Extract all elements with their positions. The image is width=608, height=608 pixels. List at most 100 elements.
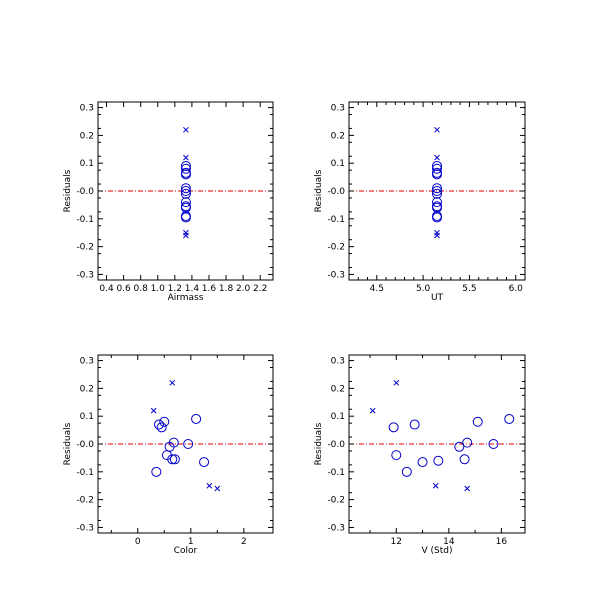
- data-point-cross: [169, 379, 176, 386]
- data-point-cross: [393, 379, 400, 386]
- y-axis-label: Residuals: [314, 169, 324, 212]
- y-tick-label: -0.1: [327, 215, 345, 225]
- x-tick-label: 5.0: [416, 284, 431, 294]
- x-tick-label: 6.0: [509, 284, 524, 294]
- data-point-circle: [159, 416, 170, 427]
- y-tick-label: -0.0: [76, 440, 94, 450]
- data-point-circle: [454, 441, 465, 452]
- data-point-circle: [459, 454, 470, 465]
- y-tick-label: -0.1: [76, 215, 94, 225]
- y-tick-label: 0.3: [331, 357, 345, 367]
- data-point-circle: [462, 437, 473, 448]
- x-axis-label: Airmass: [168, 293, 204, 303]
- data-point-cross: [432, 482, 439, 489]
- x-tick-label: 0.6: [116, 284, 131, 294]
- x-axis-label: Color: [174, 546, 198, 556]
- data-point-circle: [432, 183, 442, 194]
- data-point-circle: [488, 439, 499, 449]
- data-point-circle: [391, 450, 402, 461]
- data-point-circle: [432, 163, 442, 174]
- y-tick-label: -0.0: [327, 187, 345, 197]
- panel-2: -0.3 -0.2 -0.1 -0.0 0.1 0.2 0.3 4.5 5.0 5.5 6.0 UT R…: [314, 101, 526, 303]
- x-tick-label: 1.6: [202, 284, 217, 294]
- x-tick-label: 2.2: [253, 284, 267, 294]
- y-tick-label: 0.3: [331, 104, 345, 114]
- y-tick-label: -0.3: [76, 270, 94, 280]
- data-point-circle: [432, 160, 442, 171]
- y-tick-label: -0.2: [76, 496, 94, 506]
- data-point-circle: [432, 188, 442, 199]
- panel-4: -0.3 -0.2 -0.1 -0.0 0.1 0.2 0.3 12 14 16 V (Std) Re…: [314, 354, 526, 556]
- data-point-circle: [169, 454, 180, 465]
- y-tick-label: 0.3: [80, 104, 94, 114]
- data-point-circle: [180, 186, 191, 196]
- data-point-cross: [183, 232, 189, 239]
- data-point-circle: [180, 212, 191, 223]
- data-point-cross: [206, 482, 213, 489]
- data-point-circle: [180, 183, 191, 194]
- data-point-circle: [417, 457, 428, 468]
- x-tick-label: 0.4: [99, 284, 114, 294]
- data-point-circle: [153, 419, 164, 430]
- data-point-circle: [388, 422, 399, 433]
- x-axis-label: UT: [431, 293, 444, 303]
- y-tick-label: 0.3: [80, 357, 94, 367]
- data-point-circle: [180, 188, 191, 199]
- data-point-circle: [180, 202, 191, 213]
- y-tick-label: -0.3: [327, 523, 345, 533]
- data-point-circle: [432, 169, 442, 180]
- y-axis-label: Residuals: [63, 169, 73, 212]
- x-tick-label: 16: [496, 537, 508, 547]
- data-point-circle: [180, 197, 191, 208]
- y-tick-label: -0.0: [327, 440, 345, 450]
- x-tick-label: 2: [241, 537, 247, 547]
- data-point-circle: [180, 163, 191, 174]
- data-point-circle: [156, 422, 167, 433]
- x-tick-label: 2.0: [236, 284, 251, 294]
- y-tick-label: -0.1: [76, 468, 94, 478]
- data-point-cross: [183, 126, 189, 133]
- data-point-circle: [432, 212, 442, 223]
- y-tick-label: -0.2: [76, 243, 94, 253]
- y-tick-label: 0.1: [80, 412, 94, 422]
- y-tick-label: -0.2: [327, 243, 345, 253]
- data-point-cross: [369, 407, 376, 414]
- x-tick-label: 4.5: [370, 284, 384, 294]
- x-tick-label: 5.5: [462, 284, 476, 294]
- x-tick-label: 1: [188, 537, 194, 547]
- x-tick-label: 14: [443, 537, 455, 547]
- data-point-circle: [191, 413, 202, 424]
- x-tick-label: 1.2: [168, 284, 182, 294]
- y-axis-label: Residuals: [314, 422, 324, 465]
- data-point-cross: [464, 485, 471, 492]
- panel-3: -0.3 -0.2 -0.1 -0.0 0.1 0.2 0.3 0 1 2 Color Residua…: [63, 354, 274, 556]
- x-tick-label: 0.8: [134, 284, 149, 294]
- y-tick-label: 0.2: [331, 131, 345, 141]
- y-tick-label: -0.3: [327, 270, 345, 280]
- data-point-cross: [183, 154, 189, 161]
- x-tick-label: 12: [391, 537, 402, 547]
- y-tick-label: 0.1: [331, 159, 345, 169]
- data-point-cross: [434, 126, 440, 133]
- data-point-circle: [472, 416, 483, 427]
- data-point-circle: [151, 466, 162, 477]
- data-point-cross: [434, 232, 440, 239]
- data-point-cross: [183, 229, 189, 236]
- x-axis-label: V (Std): [422, 546, 453, 556]
- y-tick-label: -0.3: [76, 523, 94, 533]
- data-point-circle: [199, 457, 210, 468]
- data-point-cross: [150, 407, 157, 414]
- data-point-circle: [504, 413, 515, 424]
- y-tick-label: 0.1: [331, 412, 345, 422]
- data-point-circle: [401, 466, 412, 477]
- y-tick-label: -0.0: [76, 187, 94, 197]
- y-tick-label: 0.2: [331, 384, 345, 394]
- y-axis-label: Residuals: [63, 422, 73, 465]
- y-tick-label: -0.2: [327, 496, 345, 506]
- data-point-circle: [168, 437, 179, 448]
- y-tick-label: -0.1: [327, 468, 345, 478]
- data-point-circle: [432, 197, 442, 208]
- x-tick-label: 0: [135, 537, 141, 547]
- data-point-circle: [180, 160, 191, 171]
